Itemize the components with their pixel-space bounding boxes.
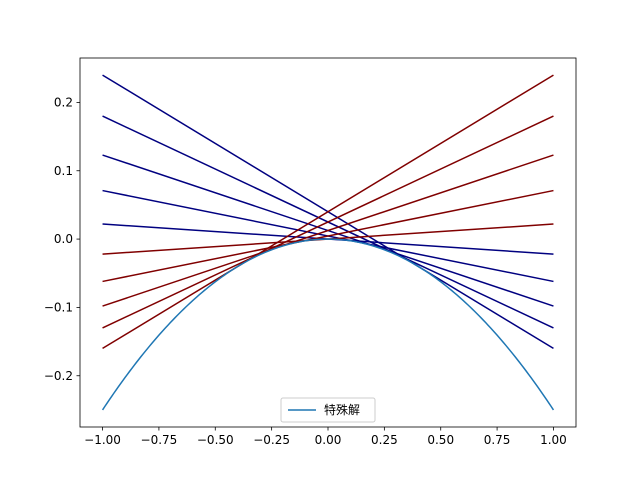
x-tick-label: −0.75 xyxy=(141,433,178,447)
y-axis: −0.2 −0.1 0.0 0.1 0.2 xyxy=(44,95,80,383)
legend: 特殊解 xyxy=(280,397,376,423)
series-group xyxy=(101,74,555,411)
y-tick-label: 0.2 xyxy=(54,95,73,109)
x-axis: −1.00 −0.75 −0.50 −0.25 0.00 0.25 0.50 0.75 1.00 xyxy=(84,427,567,447)
x-tick-label: 0.25 xyxy=(371,433,398,447)
tangent-line-positive-4 xyxy=(102,115,554,329)
y-tick-label: −0.1 xyxy=(44,300,73,314)
tangent-line-positive-3 xyxy=(102,154,554,307)
legend-box xyxy=(280,397,376,423)
y-tick-label: 0.0 xyxy=(54,232,73,246)
legend-label-special-solution: 特殊解 xyxy=(324,402,360,417)
y-tick-label: 0.1 xyxy=(54,164,73,178)
tangent-line-positive-5 xyxy=(102,74,554,350)
x-tick-label: 0.75 xyxy=(484,433,511,447)
x-tick-label: −0.25 xyxy=(253,433,290,447)
tangent-line-positive-2 xyxy=(102,189,554,283)
x-tick-label: −0.50 xyxy=(197,433,234,447)
x-tick-label: 0.50 xyxy=(427,433,454,447)
special-solution-curve xyxy=(101,238,555,411)
x-tick-label: 0.00 xyxy=(315,433,342,447)
x-tick-label: −1.00 xyxy=(84,433,121,447)
x-tick-label: 1.00 xyxy=(540,433,567,447)
y-tick-label: −0.2 xyxy=(44,369,73,383)
plot-area xyxy=(101,74,555,411)
